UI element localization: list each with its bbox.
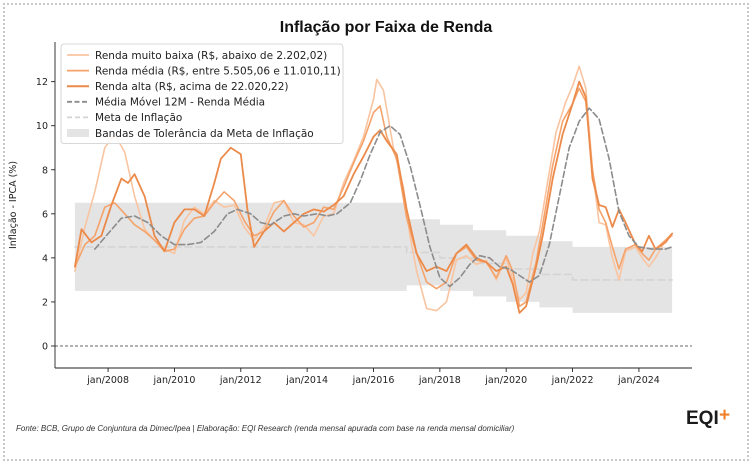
plot-area: 0 2 4 6 8 10 12 jan/2008 jan/2010 jan/2012 jan/201… — [36, 42, 692, 386]
y-tick-label: 4 — [42, 253, 48, 264]
x-tick-label: jan/2014 — [285, 375, 328, 386]
x-tick-label: jan/2010 — [153, 375, 196, 386]
logo-text: EQI — [686, 408, 719, 429]
y-axis-label: Inflação - IPCA (%) — [8, 161, 19, 249]
y-tick-label: 8 — [42, 165, 48, 176]
y-tick-label: 0 — [42, 341, 48, 352]
legend-label-3: Média Móvel 12M - Renda Média — [95, 97, 265, 109]
legend-box — [60, 43, 344, 144]
legend-label-5: Bandas de Tolerância da Meta de Inflação — [95, 128, 314, 140]
legend-swatch-5 — [67, 129, 89, 137]
legend-label-0: Renda muito baixa (R$, abaixo de 2.202,0… — [95, 50, 327, 62]
eqi-logo: EQI + — [686, 405, 730, 429]
series-line-3 — [94, 107, 673, 288]
x-tick-label: jan/2012 — [219, 375, 262, 386]
y-tick-label: 12 — [36, 77, 48, 88]
x-tick-label: jan/2016 — [352, 375, 395, 386]
x-tick-label: jan/2020 — [484, 375, 527, 386]
y-tick-label: 6 — [42, 209, 48, 220]
y-tick-label: 2 — [42, 297, 48, 308]
legend-label-4: Meta de Inflação — [95, 112, 182, 124]
y-tick-label: 10 — [36, 121, 48, 132]
legend: Renda muito baixa (R$, abaixo de 2.202,0… — [60, 43, 344, 144]
x-tick-label: jan/2022 — [551, 375, 594, 386]
x-tick-label: jan/2008 — [86, 375, 129, 386]
source-note: Fonte: BCB, Grupo de Conjuntura da Dimec… — [16, 424, 515, 433]
series-line-4 — [74, 246, 673, 281]
x-tick-label: jan/2018 — [418, 375, 461, 386]
x-tick-label: jan/2024 — [617, 375, 660, 386]
legend-label-2: Renda alta (R$, acima de 22.020,22) — [95, 81, 289, 93]
tolerance-band — [74, 202, 673, 313]
chart-title: Inflação por Faixa de Renda — [280, 19, 493, 36]
series-line-2 — [74, 80, 673, 314]
logo-plus: + — [719, 405, 730, 426]
legend-label-1: Renda média (R$, entre 5.505,06 e 11.010… — [95, 65, 341, 77]
